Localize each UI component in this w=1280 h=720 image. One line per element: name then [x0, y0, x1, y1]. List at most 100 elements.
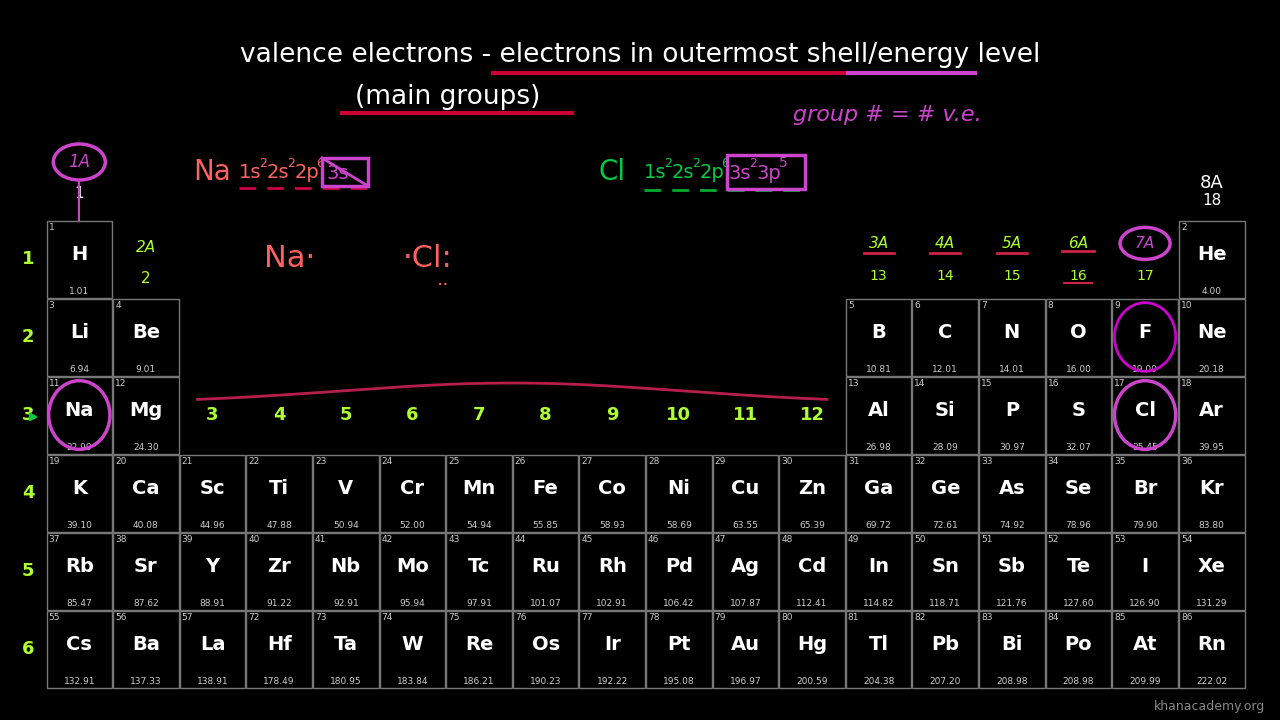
Text: 15: 15: [1004, 269, 1020, 283]
Text: N: N: [1004, 323, 1020, 341]
Text: Ar: Ar: [1199, 400, 1224, 420]
Text: 97.91: 97.91: [466, 598, 492, 608]
Text: 208.98: 208.98: [996, 677, 1028, 685]
Text: 82: 82: [914, 613, 925, 621]
Text: 5A: 5A: [1002, 236, 1021, 251]
Text: 42: 42: [381, 534, 393, 544]
Bar: [913, 299, 978, 376]
Text: 39.95: 39.95: [1199, 443, 1225, 451]
Text: 72: 72: [248, 613, 260, 621]
Text: 47: 47: [714, 534, 726, 544]
Bar: [1179, 611, 1244, 688]
Text: 47.88: 47.88: [266, 521, 292, 529]
Bar: [1112, 611, 1178, 688]
Text: 16.00: 16.00: [1065, 364, 1092, 374]
Bar: [113, 611, 179, 688]
Text: 58.93: 58.93: [599, 521, 625, 529]
Text: khanacademy.org: khanacademy.org: [1153, 700, 1265, 713]
Text: 2: 2: [22, 328, 35, 346]
Bar: [46, 220, 113, 297]
Text: 7: 7: [980, 300, 987, 310]
Text: 2A: 2A: [136, 240, 156, 255]
Text: 126.90: 126.90: [1129, 598, 1161, 608]
Text: 114.82: 114.82: [863, 598, 895, 608]
Text: 9: 9: [605, 406, 618, 424]
Bar: [46, 299, 113, 376]
Text: Te: Te: [1066, 557, 1091, 575]
Text: Cs: Cs: [67, 634, 92, 654]
Bar: [1179, 454, 1244, 531]
Text: 78: 78: [648, 613, 659, 621]
Text: 40: 40: [248, 534, 260, 544]
Text: 17: 17: [1115, 379, 1126, 387]
Text: 2p: 2p: [700, 163, 724, 181]
Text: 3s: 3s: [326, 163, 349, 182]
Text: 21: 21: [182, 456, 193, 466]
Bar: [846, 454, 911, 531]
Text: 17: 17: [1137, 269, 1153, 283]
Text: 1.01: 1.01: [69, 287, 90, 295]
Text: 85: 85: [1115, 613, 1126, 621]
Text: 3: 3: [49, 300, 54, 310]
Text: Au: Au: [731, 634, 760, 654]
Text: 63.55: 63.55: [732, 521, 758, 529]
Text: 53: 53: [1115, 534, 1126, 544]
Text: 43: 43: [448, 534, 460, 544]
Text: 29: 29: [714, 456, 726, 466]
Text: 83.80: 83.80: [1199, 521, 1225, 529]
Text: 2p: 2p: [294, 163, 320, 181]
Text: Cl: Cl: [598, 158, 625, 186]
Text: Fe: Fe: [532, 479, 558, 498]
Text: Sr: Sr: [134, 557, 157, 575]
Bar: [513, 611, 579, 688]
Text: As: As: [998, 479, 1025, 498]
Text: Bi: Bi: [1001, 634, 1023, 654]
Text: Si: Si: [934, 400, 956, 420]
Text: S: S: [1071, 400, 1085, 420]
Text: 5: 5: [339, 406, 352, 424]
Bar: [580, 533, 645, 610]
Text: Rh: Rh: [598, 557, 627, 575]
Text: 180.95: 180.95: [330, 677, 361, 685]
Text: 178.49: 178.49: [264, 677, 294, 685]
Text: Cl: Cl: [1134, 400, 1156, 420]
Bar: [179, 454, 246, 531]
Text: Kr: Kr: [1199, 479, 1224, 498]
Text: 1s: 1s: [644, 163, 667, 181]
Text: I: I: [1142, 557, 1148, 575]
Text: Na: Na: [64, 400, 93, 420]
Text: 4A: 4A: [936, 236, 955, 251]
Text: Ir: Ir: [604, 634, 621, 654]
Text: 23: 23: [315, 456, 326, 466]
Text: 132.91: 132.91: [64, 677, 95, 685]
Text: 65.39: 65.39: [799, 521, 826, 529]
Text: Ne: Ne: [1197, 323, 1226, 341]
Text: 85.47: 85.47: [67, 598, 92, 608]
Text: 20.18: 20.18: [1199, 364, 1225, 374]
Bar: [1046, 454, 1111, 531]
Text: Al: Al: [868, 400, 890, 420]
Text: 9.01: 9.01: [136, 364, 156, 374]
Text: 3: 3: [206, 406, 219, 424]
Bar: [1112, 454, 1178, 531]
Text: 55: 55: [49, 613, 60, 621]
Bar: [1179, 533, 1244, 610]
Text: 208.98: 208.98: [1062, 677, 1094, 685]
Bar: [979, 299, 1044, 376]
Text: 18: 18: [1181, 379, 1193, 387]
Bar: [913, 454, 978, 531]
Text: 10: 10: [1181, 300, 1193, 310]
Text: At: At: [1133, 634, 1157, 654]
Text: 222.02: 222.02: [1196, 677, 1228, 685]
Bar: [913, 533, 978, 610]
Text: Pb: Pb: [932, 634, 959, 654]
Text: 30: 30: [781, 456, 792, 466]
Text: ·Cl:: ·Cl:: [403, 243, 453, 272]
Text: 106.42: 106.42: [663, 598, 695, 608]
Text: 26.98: 26.98: [865, 443, 891, 451]
Text: 36: 36: [1181, 456, 1193, 466]
Text: 44: 44: [515, 534, 526, 544]
Text: Co: Co: [598, 479, 626, 498]
Bar: [1179, 299, 1244, 376]
Text: 19.00: 19.00: [1132, 364, 1158, 374]
